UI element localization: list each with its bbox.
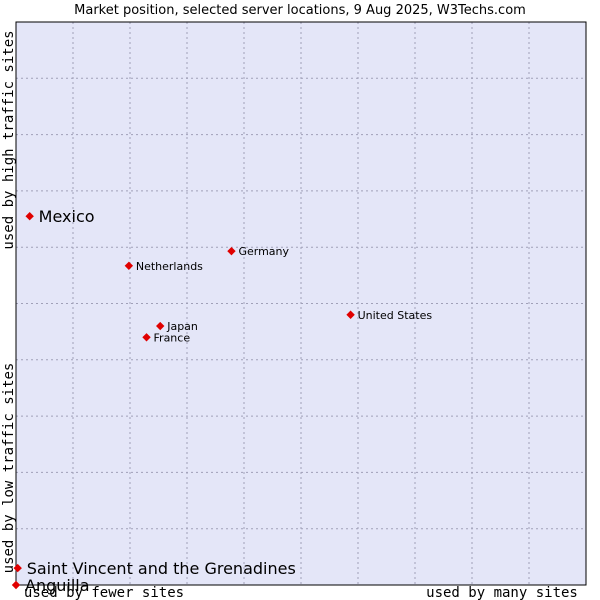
data-point-united-states: United States <box>346 309 432 322</box>
point-label: Saint Vincent and the Grenadines <box>27 559 296 578</box>
data-point-mexico: Mexico <box>25 207 95 226</box>
point-marker <box>124 261 134 270</box>
grid-lines <box>16 22 586 585</box>
point-label: Japan <box>166 320 198 333</box>
point-marker <box>346 310 355 319</box>
point-label: Netherlands <box>136 260 203 273</box>
point-marker <box>227 246 236 256</box>
plot-frame <box>15 21 587 586</box>
data-point-germany: Germany <box>227 245 290 258</box>
data-point-anguilla: Anguilla <box>11 576 90 595</box>
data-points: Mexico Germany Netherlands United States Jap… <box>11 207 432 595</box>
chart-title: Market position, selected server locatio… <box>74 3 526 18</box>
point-marker <box>156 321 165 331</box>
data-point-saint-vincent-and-the-grenadines: Saint Vincent and the Grenadines <box>13 559 296 578</box>
data-point-netherlands: Netherlands <box>124 260 203 273</box>
x-axis-label-left: used by fewer sites <box>24 585 184 600</box>
point-label: France <box>154 331 191 344</box>
point-label: United States <box>358 309 433 322</box>
y-axis-label-bottom: used by low traffic sites <box>1 363 17 574</box>
point-label: Germany <box>238 245 289 258</box>
point-marker <box>13 563 22 573</box>
point-marker <box>25 212 34 221</box>
point-marker <box>11 580 21 590</box>
data-point-japan: Japan <box>156 320 198 333</box>
point-label: Anguilla <box>25 576 90 595</box>
point-label: Mexico <box>39 207 95 226</box>
point-marker <box>142 333 151 342</box>
y-axis-label-top: used by high traffic sites <box>1 30 17 249</box>
x-axis-label-right: used by many sites <box>426 585 578 600</box>
data-point-france: France <box>142 331 190 344</box>
